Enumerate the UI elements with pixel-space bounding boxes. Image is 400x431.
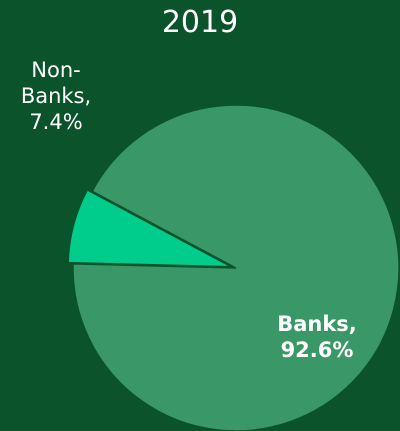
pie-slice-banks [72,104,400,431]
slice-label-non-banks: Non- Banks, 7.4% [20,58,92,135]
pie-slice-non-banks [67,188,232,268]
chart-title: 2019 [161,5,239,40]
slice-label-banks: Banks, 92.6% [277,312,357,363]
